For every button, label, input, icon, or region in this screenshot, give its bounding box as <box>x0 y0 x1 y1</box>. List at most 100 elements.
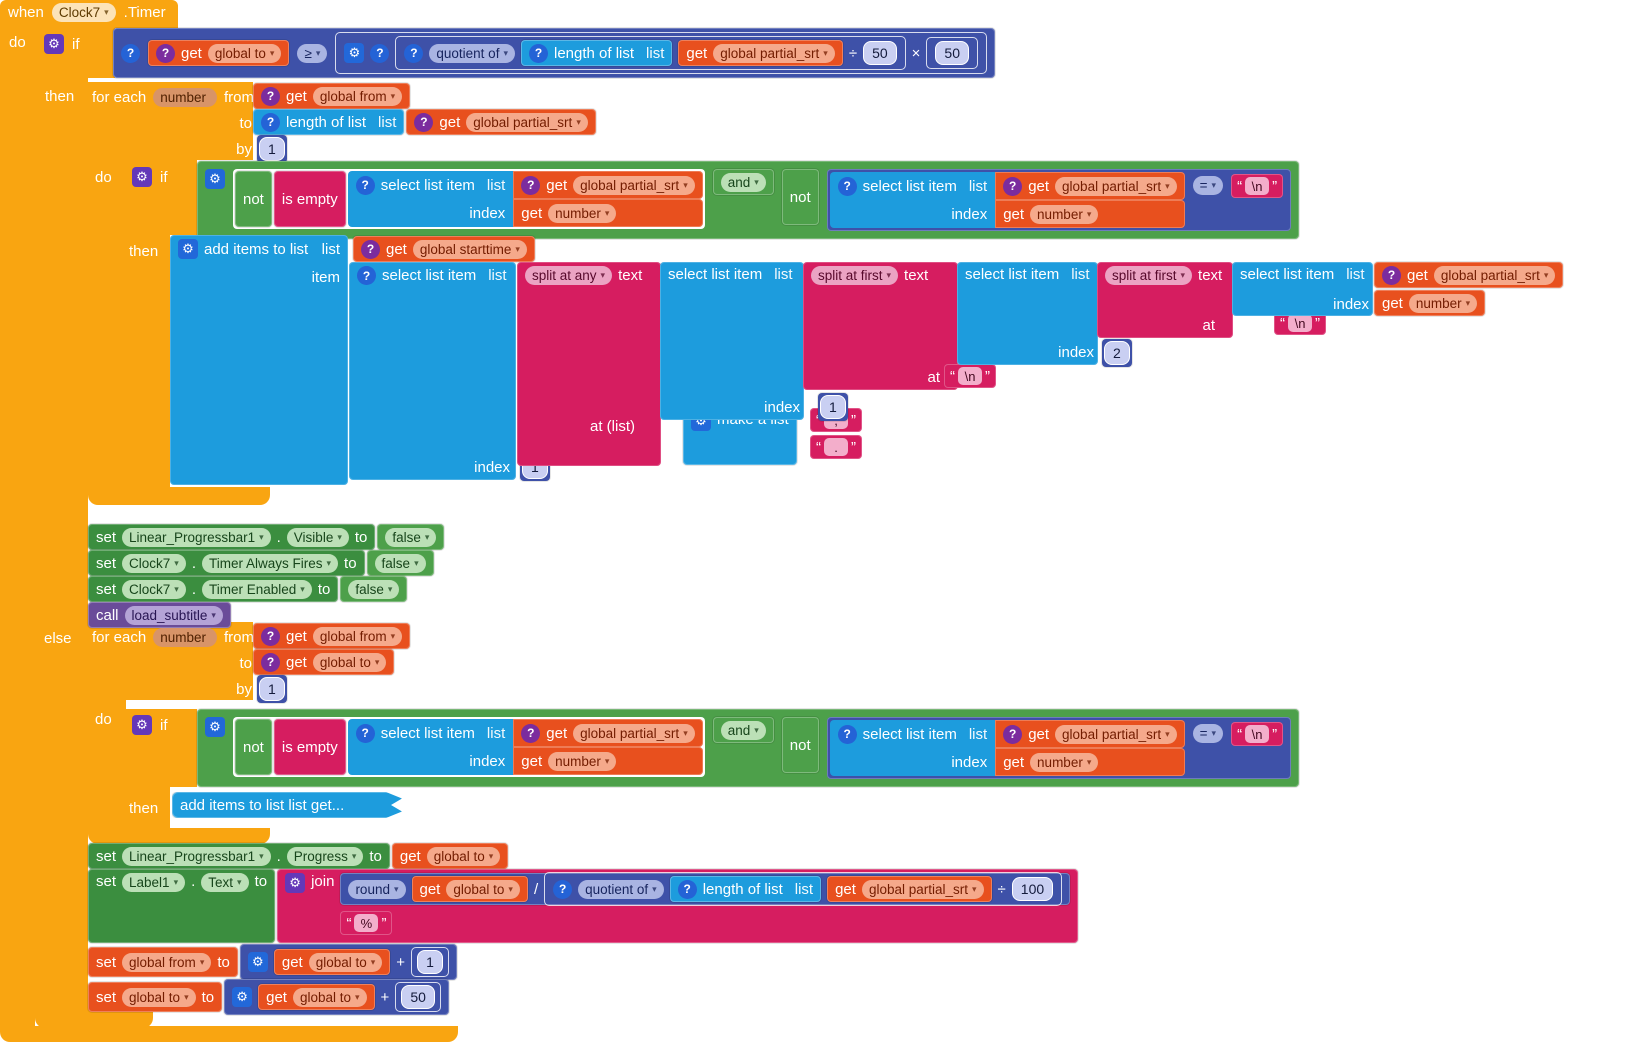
loop-variable[interactable]: number <box>153 627 217 647</box>
when-event-block[interactable]: when Clock7 .Timer <box>8 3 166 22</box>
help-icon[interactable]: ? <box>553 879 573 899</box>
help-icon[interactable]: ? <box>1382 265 1401 285</box>
variable-dropdown[interactable]: global from <box>122 952 212 972</box>
plus-block[interactable]: ⚙ get global to + 1 <box>239 944 457 980</box>
variable-dropdown[interactable]: global to <box>207 43 282 63</box>
variable-dropdown[interactable]: number <box>548 751 617 771</box>
if-block-spine[interactable] <box>35 78 88 1008</box>
get-global-to-block[interactable]: ? get global to <box>253 649 395 675</box>
set-property-block[interactable]: set Clock7 . Timer Always Fires to <box>88 550 365 576</box>
select-list-item-block[interactable]: select list item list index <box>660 262 804 420</box>
round-block[interactable]: round get global to / ? quotient of ? le… <box>340 872 1071 906</box>
set-property-block[interactable]: set Label1 . Text to <box>88 869 276 943</box>
property-dropdown[interactable]: Progress <box>286 846 364 866</box>
set-variable-block[interactable]: set global from to <box>88 947 238 977</box>
variable-dropdown[interactable]: number <box>1030 204 1099 224</box>
variable-dropdown[interactable]: global partial_srt <box>573 723 695 743</box>
when-block-bottom[interactable] <box>0 1026 458 1042</box>
get-global-to-block[interactable]: get global to <box>258 984 375 1010</box>
not-block[interactable]: not <box>781 169 819 225</box>
compare-eq-block[interactable]: ? select list item list ? get global partial… <box>826 169 1292 231</box>
help-icon[interactable]: ? <box>370 43 390 63</box>
variable-dropdown[interactable]: number <box>548 203 617 223</box>
variable-dropdown[interactable]: global partial_srt <box>1055 724 1177 744</box>
collapsed-add-items-block[interactable]: add items to list list get... <box>172 792 402 818</box>
foreach2-block[interactable]: for each number from to by <box>92 624 254 702</box>
is-empty-block[interactable]: is empty <box>273 719 346 775</box>
help-icon[interactable]: ? <box>521 723 541 743</box>
and-dropdown[interactable]: and <box>720 172 766 192</box>
not-block[interactable]: not <box>781 717 819 773</box>
set-property-block[interactable]: set Clock7 . Timer Enabled to <box>88 576 339 602</box>
number-field[interactable]: 50 <box>401 985 435 1009</box>
and-block[interactable]: ⚙ not is empty ? select list item list ? ge… <box>197 161 1300 239</box>
help-icon[interactable]: ? <box>1003 724 1023 744</box>
inner-if2-spine[interactable] <box>125 785 170 828</box>
help-icon[interactable]: ? <box>357 266 376 285</box>
string-field[interactable]: \n <box>1245 177 1270 195</box>
and-dropdown[interactable]: and <box>720 720 766 740</box>
mutator-gear-icon[interactable]: ⚙ <box>132 715 152 735</box>
operator-dropdown[interactable]: = <box>1192 724 1224 743</box>
foreach2-bottom[interactable] <box>88 828 270 844</box>
variable-dropdown[interactable]: global to <box>292 987 367 1007</box>
help-icon[interactable]: ? <box>261 652 280 672</box>
round-dropdown[interactable]: round <box>348 879 406 899</box>
help-icon[interactable]: ? <box>1003 176 1023 196</box>
mutator-gear-icon[interactable]: ⚙ <box>205 169 225 189</box>
logic-dropdown[interactable]: false <box>374 553 426 573</box>
variable-dropdown[interactable]: global to <box>122 987 196 1007</box>
number-field[interactable]: 50 <box>863 41 897 65</box>
by-step-block[interactable]: 1 <box>257 135 287 163</box>
select-list-item-block[interactable]: select list item list index <box>957 262 1098 365</box>
when-block-spine[interactable] <box>0 28 35 1026</box>
mutator-gear-icon[interactable]: ⚙ <box>132 167 152 187</box>
by-step-block[interactable]: 1 <box>257 675 287 703</box>
operator-dropdown[interactable]: = <box>1192 176 1224 195</box>
get-partial-srt-block[interactable]: ? get global partial_srt <box>1374 262 1564 288</box>
get-global-to-block[interactable]: ? get global to <box>148 40 290 66</box>
mutator-gear-icon[interactable]: ⚙ <box>44 34 64 54</box>
inner-if2-block[interactable]: ⚙ if <box>132 715 168 735</box>
inner-if1-block[interactable]: ⚙ if <box>132 167 168 187</box>
mutator-gear-icon[interactable]: ⚙ <box>232 987 253 1007</box>
help-icon[interactable]: ? <box>355 175 375 195</box>
split-at-any-block[interactable]: split at any text at (list) <box>517 262 661 466</box>
outer-if-block[interactable]: ⚙ if <box>44 34 80 54</box>
quotient-dropdown[interactable]: quotient of <box>578 879 664 899</box>
help-icon[interactable]: ? <box>361 239 380 259</box>
logic-dropdown[interactable]: false <box>348 579 400 599</box>
select-list-item-block[interactable]: ? select list item list ? get global partial… <box>347 719 703 775</box>
help-icon[interactable]: ? <box>837 724 857 744</box>
not-block[interactable]: not <box>235 171 272 227</box>
number-field[interactable]: 1 <box>820 395 846 419</box>
multiply-block[interactable]: ⚙ ? ? quotient of ? length of list list … <box>335 32 987 74</box>
variable-dropdown[interactable]: global to <box>312 652 387 672</box>
get-global-to-block[interactable]: get global to <box>273 949 391 975</box>
help-icon[interactable]: ? <box>521 175 541 195</box>
foreach1-bottom[interactable] <box>88 487 270 505</box>
variable-dropdown[interactable]: number <box>1030 752 1099 772</box>
split-dropdown[interactable]: split at first <box>1105 266 1193 285</box>
help-icon[interactable]: ? <box>837 176 857 196</box>
split-dropdown[interactable]: split at any <box>525 266 613 285</box>
help-icon[interactable]: ? <box>156 43 175 63</box>
foreach1-block[interactable]: for each number from to by <box>92 84 254 162</box>
variable-dropdown[interactable]: global partial_srt <box>861 879 984 899</box>
split-at-first-block[interactable]: split at first text at <box>1097 262 1233 338</box>
variable-dropdown[interactable]: global partial_srt <box>713 43 835 63</box>
get-number-block[interactable]: get number <box>1374 290 1486 316</box>
number-field[interactable]: 50 <box>935 41 969 65</box>
get-partial-srt-block[interactable]: get global partial_srt <box>678 40 843 66</box>
and-dropdown-block[interactable]: and <box>712 717 774 743</box>
variable-dropdown[interactable]: global partial_srt <box>1055 176 1177 196</box>
quotient-block[interactable]: ? quotient of ? length of list list get … <box>395 36 906 70</box>
select-list-item-block[interactable]: ? select list item list ? get global partial… <box>829 172 1185 228</box>
string-field[interactable]: \n <box>1245 725 1270 743</box>
property-dropdown[interactable]: Visible <box>286 527 349 547</box>
mutator-gear-icon[interactable]: ⚙ <box>247 952 268 972</box>
component-dropdown[interactable]: Clock7 <box>51 3 116 22</box>
mutator-gear-icon[interactable]: ⚙ <box>178 239 198 259</box>
select-list-item-block[interactable]: ? select list item list ? get global partial… <box>347 171 703 227</box>
false-block[interactable]: false <box>340 576 408 602</box>
